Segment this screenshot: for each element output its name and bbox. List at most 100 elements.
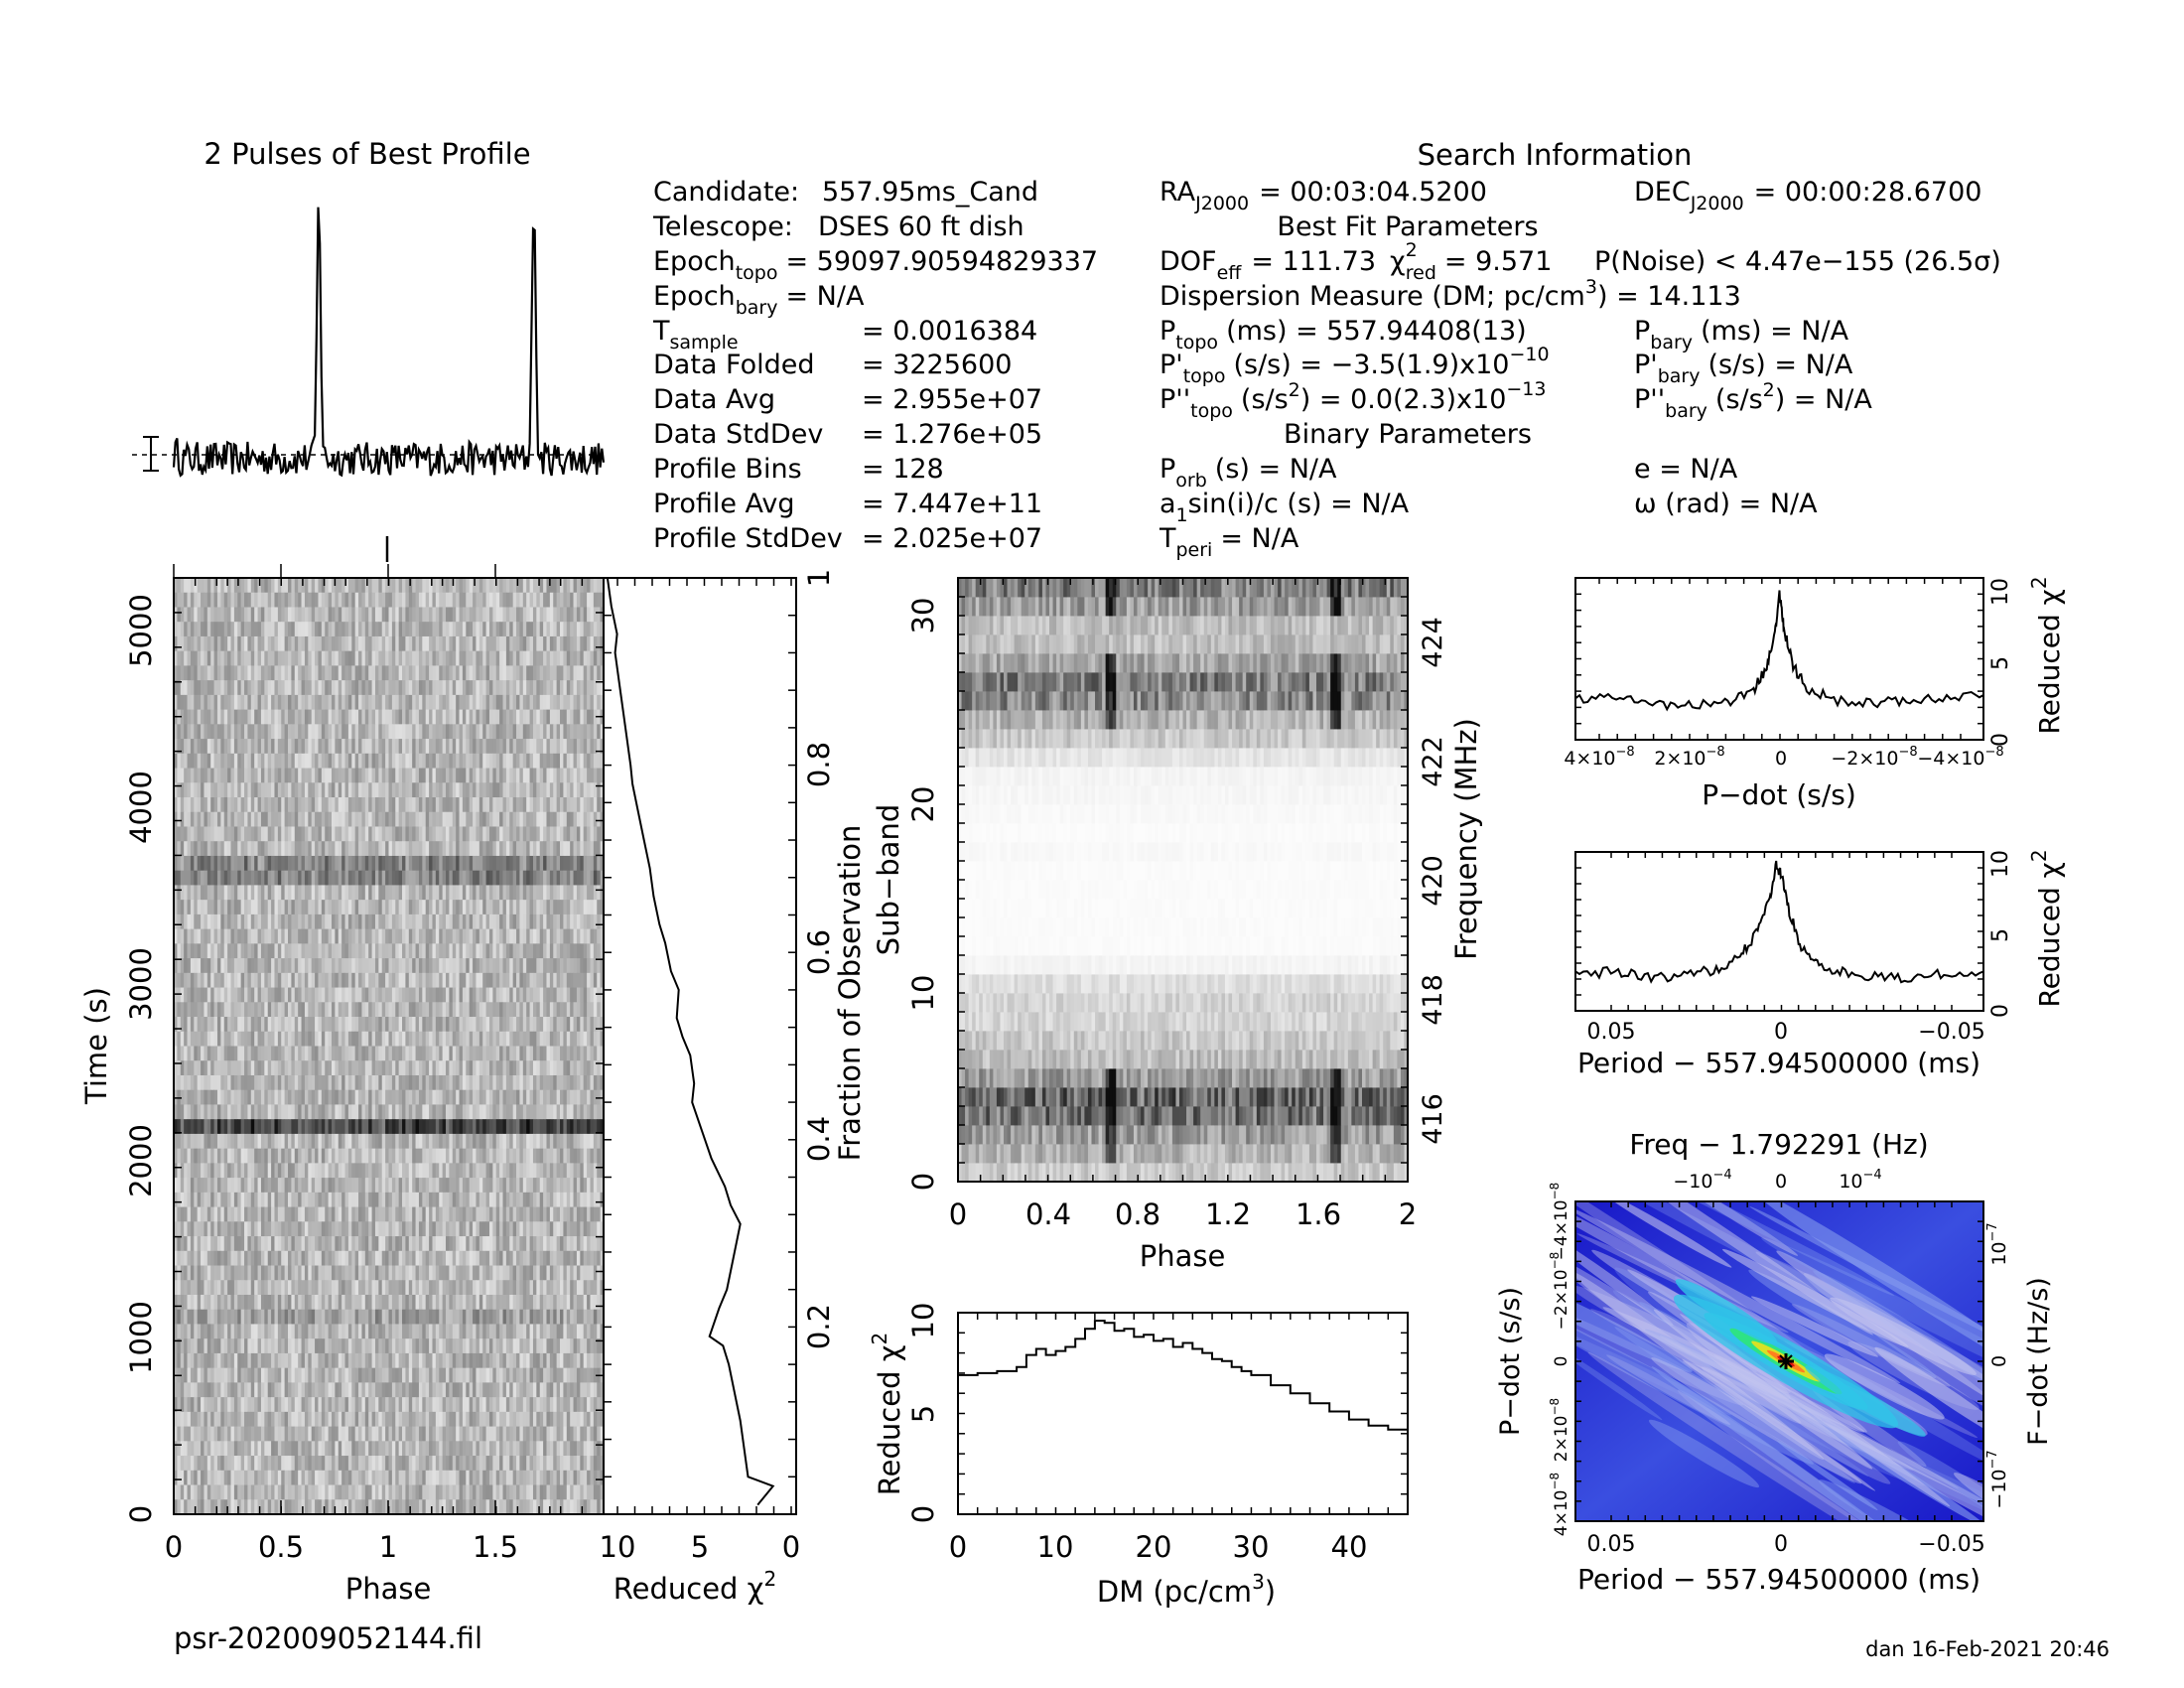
heatmap-cell — [543, 826, 547, 842]
heatmap-cell — [499, 694, 503, 711]
heatmap-cell — [505, 972, 510, 988]
heatmap-cell — [529, 841, 534, 857]
heatmap-cell — [206, 885, 211, 901]
heatmap-cell — [220, 1074, 225, 1091]
heatmap-cell — [408, 855, 413, 872]
heatmap-cell — [240, 972, 245, 988]
heatmap-cell — [180, 578, 185, 594]
heatmap-cell — [587, 811, 591, 827]
heatmap-cell — [201, 855, 205, 872]
heatmap-cell — [473, 972, 477, 988]
heatmap-cell — [361, 768, 366, 783]
heatmap-cell — [223, 841, 228, 857]
heatmap-cell — [560, 811, 564, 827]
heatmap-cell — [452, 900, 457, 915]
heatmap-cell — [405, 724, 410, 740]
heatmap-cell — [180, 797, 185, 813]
heatmap-cell — [580, 592, 585, 608]
heatmap-cell — [204, 724, 208, 740]
heatmap-cell — [368, 665, 372, 681]
heatmap-cell — [466, 635, 471, 652]
heatmap-cell — [308, 1046, 313, 1061]
heatmap-cell — [351, 928, 356, 944]
data-avg-value: = 2.955e+07 — [862, 384, 1042, 415]
heatmap-cell — [216, 782, 221, 798]
heatmap-cell — [536, 680, 541, 696]
heatmap-cell — [277, 782, 282, 798]
heatmap-cell — [395, 1104, 400, 1120]
heatmap-cell — [294, 607, 299, 623]
heatmap-cell — [456, 607, 460, 623]
heatmap-cell — [264, 782, 269, 798]
heatmap-cell — [201, 650, 205, 666]
heatmap-cell — [563, 724, 568, 740]
heatmap-cell — [466, 1119, 471, 1135]
heatmap-cell — [492, 1074, 497, 1091]
heatmap-cell — [580, 1119, 585, 1135]
epoch-topo: Epochtopo = 59097.90594829337 — [653, 246, 1098, 284]
heatmap-cell — [281, 1031, 286, 1047]
heatmap-cell — [374, 1089, 379, 1105]
heatmap-cell — [368, 1074, 372, 1091]
heatmap-cell — [341, 665, 345, 681]
heatmap-cell — [338, 1074, 342, 1091]
heatmap-cell — [580, 1017, 585, 1033]
heatmap-cell — [321, 1133, 326, 1150]
heatmap-cell — [402, 841, 406, 857]
heatmap-cell — [488, 592, 493, 608]
heatmap-cell — [325, 1017, 330, 1033]
heatmap-cell — [485, 709, 490, 725]
heatmap-cell — [371, 870, 376, 886]
heatmap-cell — [304, 709, 309, 725]
heatmap-cell — [341, 1046, 345, 1061]
heatmap-cell — [446, 870, 450, 886]
heatmap-cell — [597, 972, 602, 988]
heatmap-cell — [204, 972, 208, 988]
heatmap-cell — [478, 680, 483, 696]
heatmap-cell — [536, 958, 541, 974]
heatmap-cell — [338, 739, 342, 755]
heatmap-cell — [516, 709, 520, 725]
heatmap-cell — [233, 1074, 238, 1091]
heatmap-cell — [220, 753, 225, 769]
heatmap-cell — [308, 885, 313, 901]
heatmap-cell — [187, 768, 192, 783]
heatmap-cell — [391, 928, 396, 944]
heatmap-cell — [418, 870, 423, 886]
heatmap-cell — [600, 680, 604, 696]
heatmap-cell — [321, 635, 326, 652]
heatmap-cell — [505, 987, 510, 1003]
heatmap-cell — [429, 578, 433, 594]
heatmap-cell — [391, 768, 396, 783]
heatmap-cell — [361, 622, 366, 637]
heatmap-cell — [237, 928, 242, 944]
heatmap-cell — [257, 797, 262, 813]
heatmap-cell — [505, 1060, 510, 1076]
heatmap-cell — [505, 943, 510, 959]
heatmap-cell — [368, 826, 372, 842]
heatmap-cell — [502, 622, 507, 637]
heatmap-cell — [495, 753, 500, 769]
heatmap-cell — [432, 694, 437, 711]
heatmap-cell — [184, 622, 188, 637]
heatmap-cell — [210, 1060, 214, 1076]
heatmap-cell — [593, 1060, 598, 1076]
heatmap-cell — [260, 592, 265, 608]
heatmap-cell — [580, 928, 585, 944]
heatmap-cell — [425, 768, 430, 783]
heatmap-cell — [429, 694, 433, 711]
heatmap-cell — [180, 1031, 185, 1047]
heatmap-cell — [391, 841, 396, 857]
heatmap-cell — [381, 1104, 386, 1120]
heatmap-cell — [341, 1074, 345, 1091]
heatmap-cell — [240, 578, 245, 594]
heatmap-cell — [331, 1074, 336, 1091]
heatmap-cell — [368, 680, 372, 696]
heatmap-cell — [587, 578, 591, 594]
heatmap-cell — [415, 650, 420, 666]
heatmap-cell — [190, 650, 195, 666]
heatmap-cell — [597, 914, 602, 930]
heatmap-cell — [499, 943, 503, 959]
profile-stddev-label: Profile StdDev — [653, 523, 843, 554]
heatmap-cell — [223, 680, 228, 696]
